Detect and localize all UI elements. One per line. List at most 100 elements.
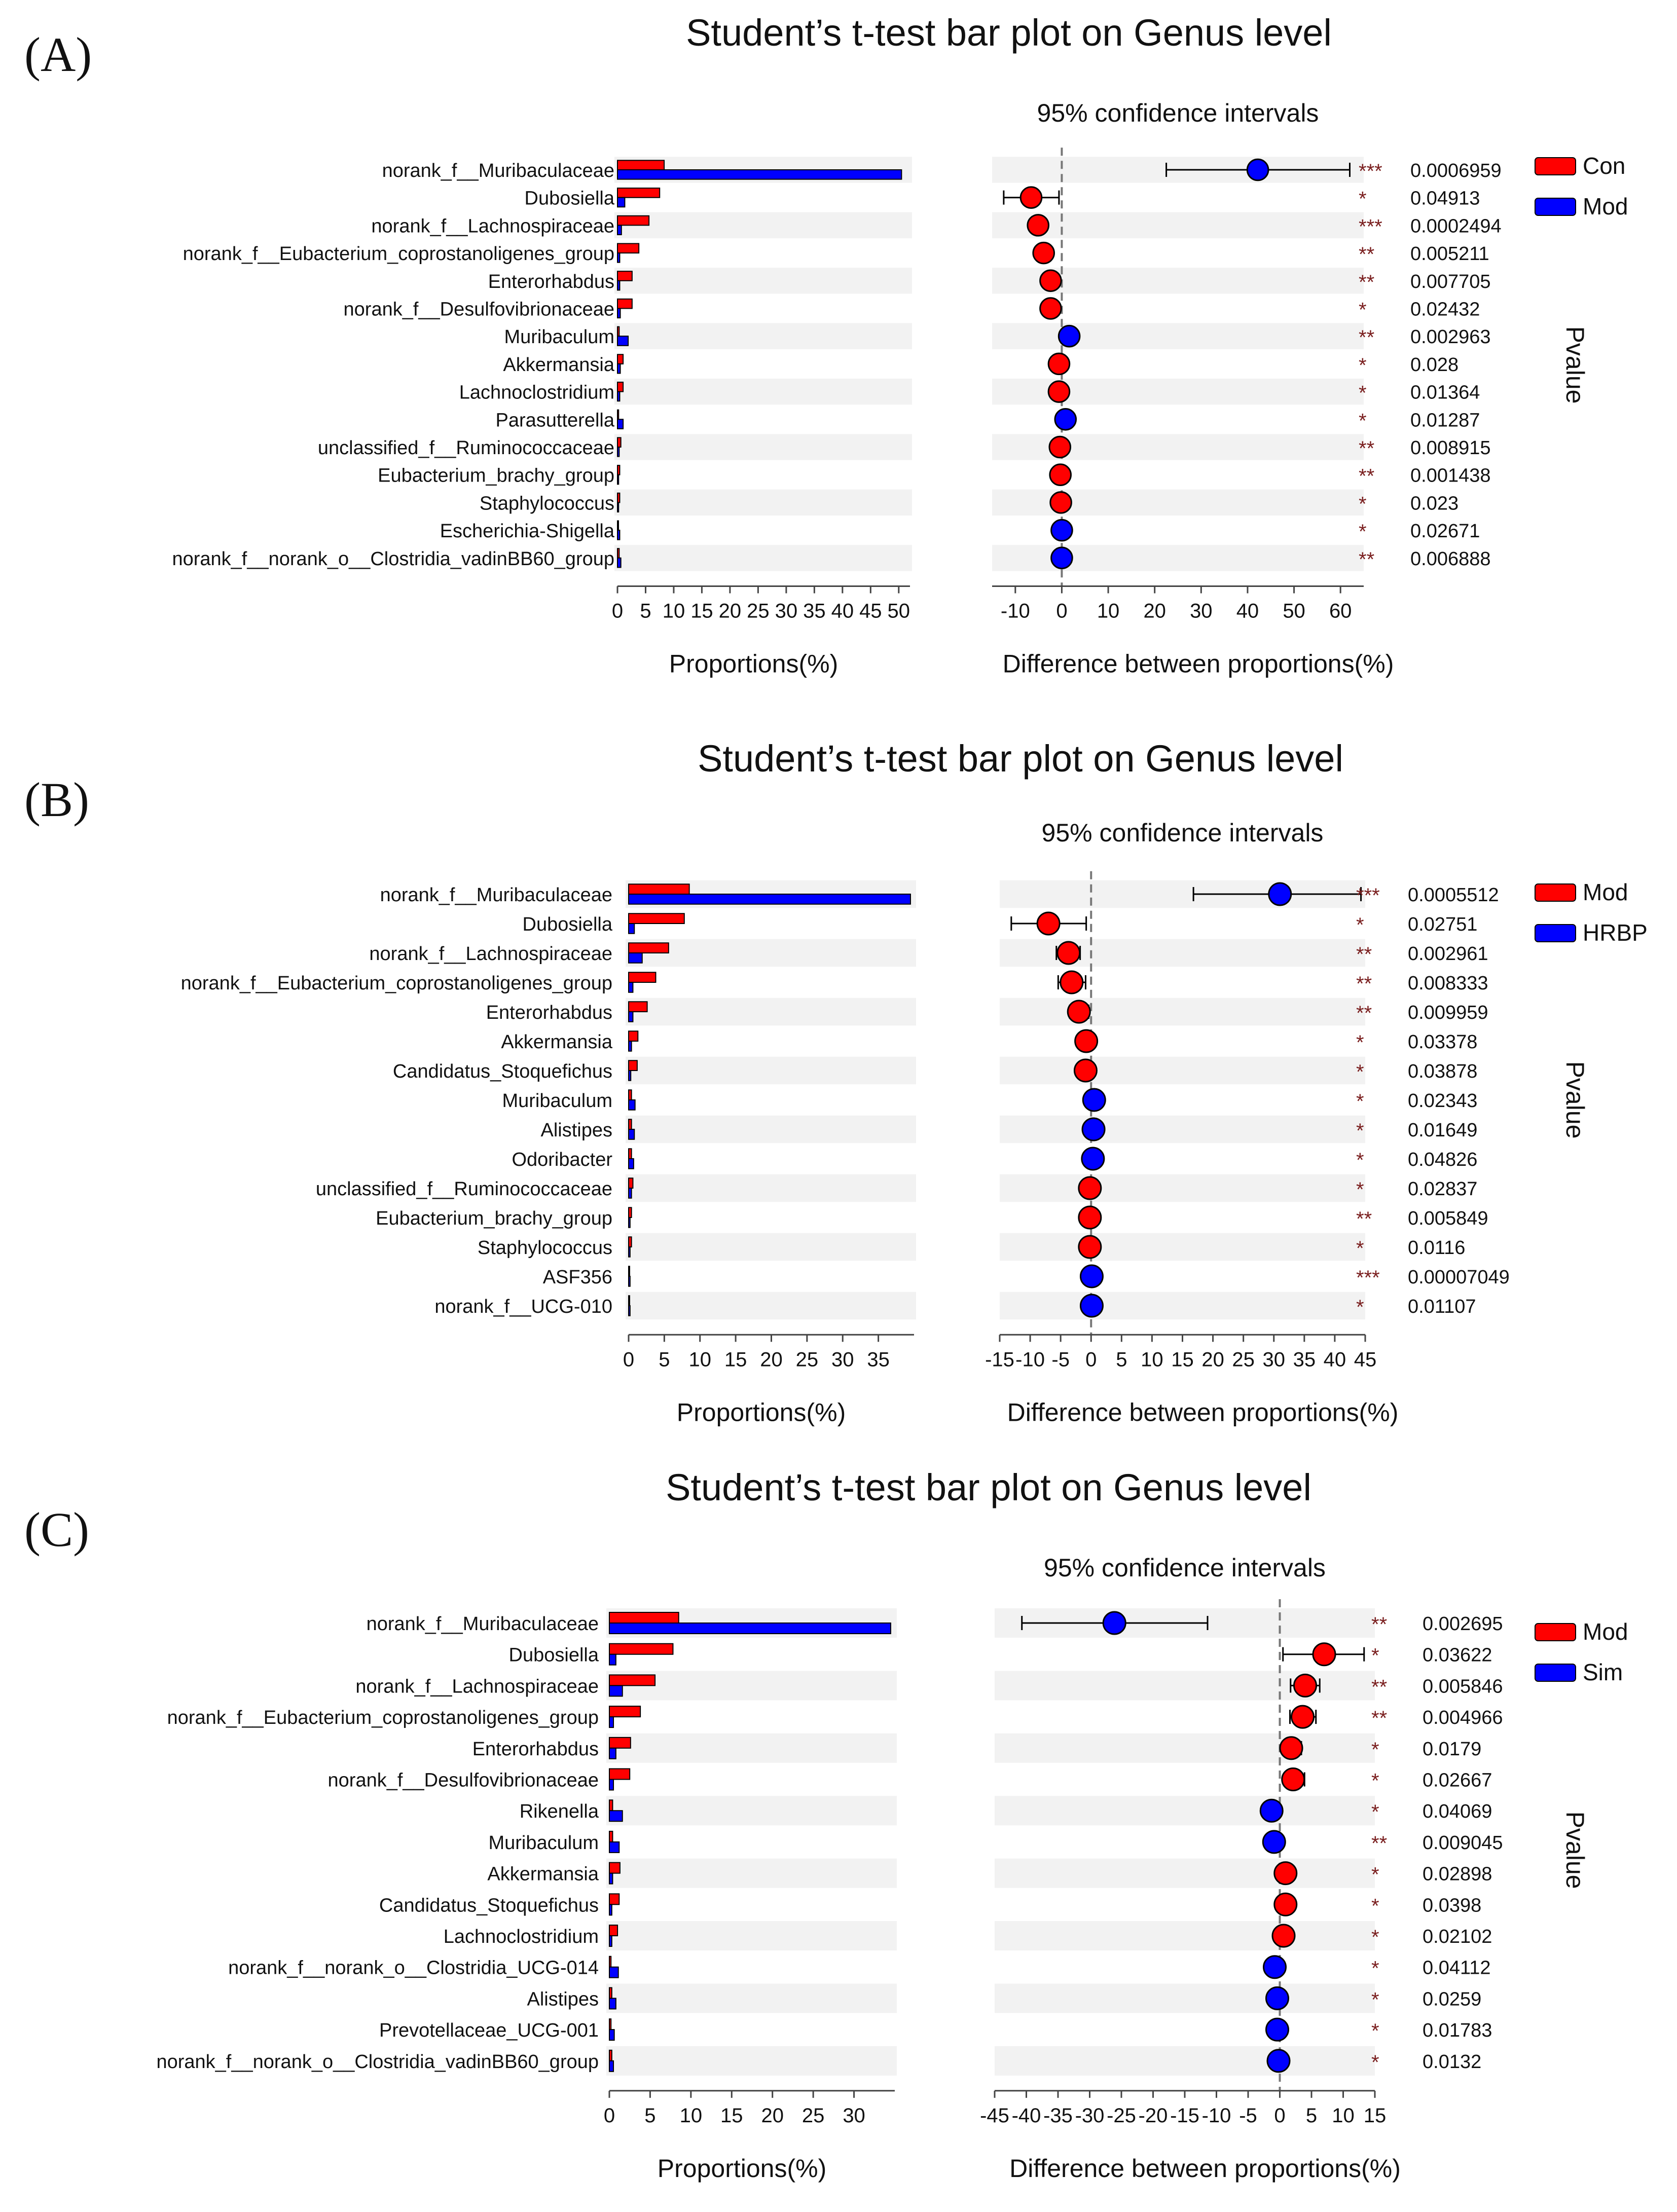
category-label: Eubacterium_brachy_group	[376, 1208, 612, 1229]
category-label: norank_f__norank_o__Clostridia_vadinBB60…	[172, 548, 614, 570]
left-tick-label: 25	[796, 1348, 819, 1371]
category-label: norank_f__Lachnospiraceae	[355, 1676, 599, 1697]
category-label: norank_f__Muribaculaceae	[367, 1613, 599, 1635]
category-label: Lachnoclostridium	[459, 382, 614, 403]
bar-mod	[617, 530, 621, 540]
significance-stars: *	[1356, 1178, 1364, 1201]
category-label: unclassified_f__Ruminococcaceae	[318, 437, 614, 459]
right-tick-label: -15	[985, 1348, 1014, 1371]
row-stripe-left	[626, 1174, 916, 1202]
category-label: Muribaculum	[504, 326, 614, 348]
diff-point	[1266, 2049, 1291, 2073]
bar-mod	[609, 1706, 641, 1718]
diff-point	[1081, 1117, 1106, 1141]
diff-point	[1246, 158, 1269, 181]
right-tick-label: 20	[1201, 1348, 1224, 1371]
category-label: Akkermansia	[503, 354, 614, 376]
bar-sim	[609, 1779, 614, 1791]
row-stripe-right	[1000, 1174, 1365, 1202]
bar-hrbp	[628, 1070, 632, 1081]
bar-hrbp	[628, 982, 634, 993]
bar-sim	[609, 1623, 891, 1634]
row-stripe-right	[992, 434, 1364, 460]
bar-hrbp	[628, 1217, 631, 1228]
bar-sim	[609, 1685, 623, 1697]
p-value: 0.005849	[1408, 1208, 1488, 1229]
category-label: norank_f__Muribaculaceae	[380, 884, 612, 906]
row-stripe-left	[606, 1921, 897, 1950]
significance-stars: *	[1356, 1090, 1364, 1113]
panel-label: (A)	[24, 27, 92, 82]
bar-mod	[609, 1925, 618, 1936]
significance-stars: ***	[1359, 215, 1382, 238]
bar-mod	[628, 1177, 634, 1189]
row-stripe-right	[995, 2046, 1375, 2076]
significance-stars: *	[1371, 1958, 1379, 1980]
diff-point	[1268, 882, 1292, 906]
bar-sim	[609, 1716, 614, 1728]
row-stripe-left	[606, 2046, 897, 2076]
bar-mod	[609, 1674, 656, 1686]
p-value: 0.02343	[1408, 1090, 1477, 1112]
diff-point	[1081, 1147, 1105, 1171]
significance-stars: **	[1356, 1002, 1372, 1024]
bar-hrbp	[628, 1011, 634, 1022]
row-stripe-left	[626, 1056, 916, 1085]
right-x-label: Difference between proportions(%)	[1003, 650, 1394, 678]
panel-label: (C)	[24, 1502, 89, 1557]
bar-con	[617, 548, 620, 559]
left-tick-label: 25	[802, 2105, 825, 2127]
right-tick-label: 35	[1293, 1348, 1316, 1371]
bar-con	[617, 382, 624, 392]
pvalue-axis-label: Pvalue	[1561, 1061, 1589, 1139]
bar-sim	[609, 1841, 620, 1853]
significance-stars: *	[1356, 1120, 1364, 1142]
category-label: Muribaculum	[488, 1832, 599, 1854]
bar-con	[617, 215, 650, 226]
p-value: 0.04069	[1423, 1801, 1492, 1822]
bar-mod	[617, 336, 629, 346]
bar-hrbp	[628, 1158, 634, 1169]
p-value: 0.02751	[1408, 914, 1477, 935]
significance-stars: *	[1371, 2020, 1379, 2042]
bar-mod	[609, 1612, 679, 1624]
category-label: norank_f__Lachnospiraceae	[369, 943, 612, 965]
diff-point	[1047, 380, 1071, 403]
bar-sim	[609, 1747, 616, 1759]
bar-mod	[628, 883, 690, 895]
diff-point	[1019, 186, 1043, 209]
bar-mod	[628, 1148, 632, 1160]
bar-mod	[628, 972, 657, 983]
p-value: 0.028	[1410, 354, 1459, 376]
bar-hrbp	[628, 952, 643, 964]
right-tick-label: -5	[1051, 1348, 1070, 1371]
row-stripe-left	[614, 434, 912, 460]
category-label: Lachnoclostridium	[444, 1926, 599, 1947]
significance-stars: *	[1356, 1237, 1364, 1260]
category-label: Akkermansia	[501, 1031, 612, 1053]
bar-sim	[609, 1998, 616, 2010]
bar-con	[617, 492, 621, 503]
bar-con	[617, 409, 619, 420]
bar-mod	[628, 1030, 639, 1042]
bar-hrbp	[628, 894, 911, 905]
bar-sim	[609, 2060, 614, 2072]
significance-stars: *	[1371, 1988, 1379, 2011]
right-tick-label: 30	[1263, 1348, 1286, 1371]
category-label: Rikenella	[520, 1801, 599, 1822]
category-label: ASF356	[543, 1267, 612, 1288]
p-value: 0.03878	[1408, 1061, 1477, 1082]
bar-con	[617, 160, 665, 171]
panel-label: (B)	[24, 772, 89, 827]
right-tick-label: 0	[1085, 1348, 1097, 1371]
category-label: Dubosiella	[509, 1645, 599, 1666]
row-stripe-right	[995, 1983, 1375, 2013]
category-label: Staphylococcus	[478, 1237, 612, 1259]
bar-mod	[609, 2049, 612, 2061]
significance-stars: *	[1371, 1770, 1379, 1792]
panel-c: (C) Student’s t-test bar plot on Genus le…	[24, 1466, 1628, 2183]
diff-point	[1078, 1235, 1102, 1259]
significance-stars: **	[1371, 1613, 1387, 1636]
left-tick-label: 5	[644, 2105, 655, 2127]
legend-swatch-hrbp	[1535, 924, 1576, 942]
